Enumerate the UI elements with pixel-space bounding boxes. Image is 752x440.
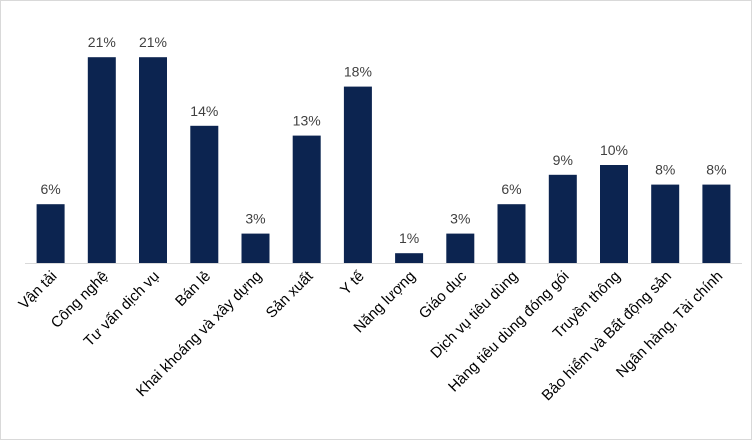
category-label-cat-4: Bán lẻ [172, 268, 214, 310]
bar-cat-7 [343, 86, 372, 263]
data-label-cat-1: 6% [40, 181, 60, 197]
data-label-cat-11: 9% [553, 152, 573, 168]
data-label-cat-4: 14% [190, 103, 218, 119]
data-label-cat-5: 3% [245, 211, 265, 227]
data-label-cat-13: 8% [655, 162, 675, 178]
data-label-cat-7: 18% [344, 64, 372, 80]
category-label-cat-7: Y tế [337, 267, 368, 298]
bar-cat-5 [241, 233, 270, 263]
bar-cat-8 [395, 253, 424, 263]
data-label-cat-2: 21% [88, 34, 116, 50]
data-label-cat-3: 21% [139, 34, 167, 50]
bar-cat-14 [702, 184, 731, 263]
data-label-cat-10: 6% [501, 181, 521, 197]
bar-cat-2 [87, 57, 116, 264]
bar-cat-12 [600, 165, 628, 263]
bar-cat-4 [190, 125, 219, 263]
bar-cat-13 [651, 184, 680, 263]
bar-cat-10 [497, 204, 526, 263]
data-label-cat-8: 1% [399, 230, 419, 246]
value-labels-group: 6% 21% 21% 14% 3% 13% 18% 1% 3% 6% 9% 10% 8% 8% [40, 34, 726, 246]
category-label-cat-6: Sản xuất [263, 267, 317, 321]
bar-cat-11 [548, 174, 577, 263]
data-label-cat-14: 8% [706, 162, 726, 178]
bar-cat-9 [446, 233, 475, 263]
category-label-cat-10: Dịch vụ tiêu dùng [427, 268, 521, 362]
bar-cat-1 [36, 204, 65, 263]
data-label-cat-6: 13% [293, 113, 321, 129]
data-label-cat-12: 10% [600, 142, 628, 158]
bar-cat-6 [292, 135, 321, 263]
bars-group [36, 57, 731, 264]
bar-cat-3 [139, 57, 167, 264]
data-label-cat-9: 3% [450, 211, 470, 227]
category-label-cat-1: Vận tải [15, 268, 60, 313]
